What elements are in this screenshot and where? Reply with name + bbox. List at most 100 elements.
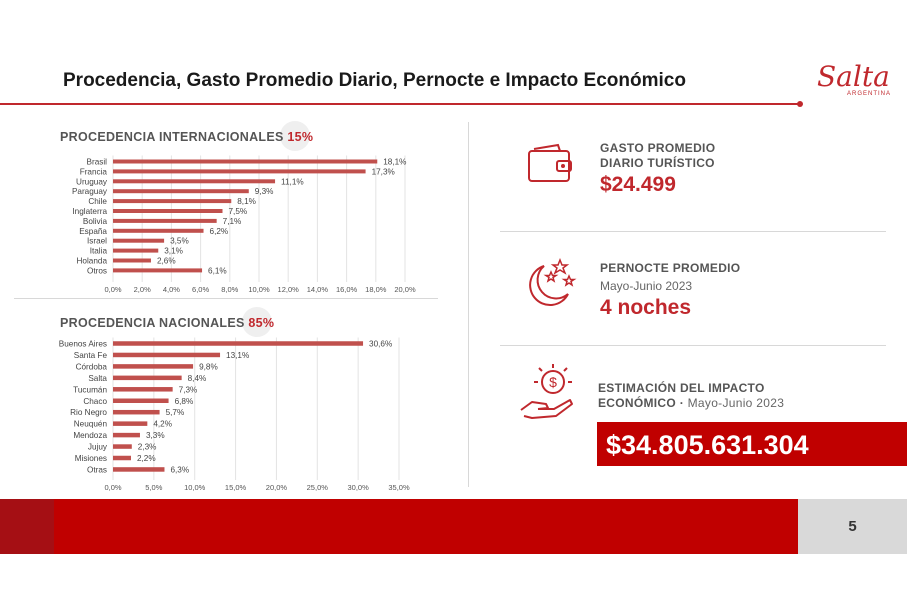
bar <box>113 455 131 461</box>
bar <box>113 341 364 346</box>
value-label: 9,8% <box>199 362 218 371</box>
vertical-divider <box>468 122 469 487</box>
x-tick-label: 25,0% <box>307 483 329 492</box>
footer-page-box: 5 <box>798 499 907 554</box>
category-label: Buenos Aires <box>59 340 107 349</box>
category-label: Córdoba <box>76 362 108 371</box>
category-label: Holanda <box>77 257 108 266</box>
bar <box>113 352 221 358</box>
pernocte-label: PERNOCTE PROMEDIO <box>600 261 741 275</box>
bar <box>113 169 366 174</box>
category-label: Bolivia <box>83 217 108 226</box>
value-label: 8,1% <box>237 197 256 206</box>
category-label: Salta <box>88 374 107 383</box>
left-section-divider <box>14 298 438 299</box>
value-label: 3,3% <box>146 431 165 440</box>
x-tick-label: 20,0% <box>266 483 288 492</box>
bar <box>113 364 194 369</box>
bar <box>113 421 148 426</box>
bar <box>113 218 217 223</box>
bar <box>113 199 232 204</box>
category-label: Otros <box>87 266 107 275</box>
value-label: 6,3% <box>170 465 189 474</box>
bar <box>113 179 276 184</box>
gasto-label-line2: DIARIO TURÍSTICO <box>600 156 715 170</box>
impacto-label-line1: ESTIMACIÓN DEL IMPACTO <box>598 381 765 395</box>
value-label: 17,3% <box>372 167 395 176</box>
bar <box>113 268 203 273</box>
x-tick-label: 20,0% <box>394 285 416 294</box>
moon-stars-icon <box>529 258 577 307</box>
value-label: 2,3% <box>138 443 157 452</box>
impacto-label: ESTIMACIÓN DEL IMPACTO ECONÓMICO · Mayo-… <box>598 381 784 411</box>
x-tick-label: 15,0% <box>225 483 247 492</box>
svg-text:$: $ <box>549 374 557 390</box>
bar <box>113 432 140 438</box>
category-label: Tucumán <box>73 385 107 394</box>
x-tick-label: 2,0% <box>134 285 151 294</box>
value-label: 2,2% <box>137 454 156 463</box>
national-pct-bubble <box>242 307 272 337</box>
value-label: 3,1% <box>164 247 183 256</box>
x-tick-label: 14,0% <box>307 285 329 294</box>
footer-dark-block <box>0 499 54 554</box>
bar <box>113 209 223 213</box>
value-label: 5,7% <box>166 408 185 417</box>
value-label: 3,5% <box>170 237 189 246</box>
x-tick-label: 6,0% <box>192 285 209 294</box>
x-tick-label: 35,0% <box>388 483 410 492</box>
impacto-value-box: $34.805.631.304 <box>597 422 907 466</box>
title-underline-dot <box>797 101 803 107</box>
bar <box>113 228 204 233</box>
value-label: 9,3% <box>255 187 274 196</box>
category-label: Santa Fe <box>74 351 108 360</box>
international-label: PROCEDENCIA INTERNACIONALES <box>60 130 284 144</box>
title-underline <box>0 103 800 105</box>
value-label: 6,2% <box>210 227 229 236</box>
kpi-divider-1 <box>500 231 886 232</box>
value-label: 30,6% <box>369 340 392 349</box>
bar <box>113 248 159 253</box>
national-bar-chart: 0,0% 5,0% 10,0% 15,0% 20,0% 25,0% 30,0% 35,0% Bu… <box>59 337 410 492</box>
salta-logo: Salta ARGENTINA <box>817 60 890 100</box>
category-label: Paraguay <box>72 187 108 196</box>
value-label: 7,5% <box>229 207 248 216</box>
bar <box>113 375 182 381</box>
wallet-icon <box>528 143 572 182</box>
national-section-title: PROCEDENCIA NACIONALES 85% <box>60 316 274 330</box>
x-tick-label: 0,0% <box>104 483 121 492</box>
x-tick-label: 10,0% <box>184 483 206 492</box>
gasto-label-line1: GASTO PROMEDIO <box>600 141 716 155</box>
value-label: 6,8% <box>175 397 194 406</box>
category-label: Francia <box>80 167 108 176</box>
x-tick-label: 10,0% <box>248 285 270 294</box>
international-section-title: PROCEDENCIA INTERNACIONALES 15% <box>60 130 313 144</box>
x-tick-label: 4,0% <box>163 285 180 294</box>
international-pct: 15% <box>287 130 314 144</box>
impacto-separator: · <box>679 396 684 410</box>
impacto-label-line2-wrap: ECONÓMICO · Mayo-Junio 2023 <box>598 396 784 411</box>
category-label: Rio Negro <box>70 408 107 417</box>
category-label: España <box>79 227 107 236</box>
bar <box>113 444 132 449</box>
value-label: 7,1% <box>223 217 242 226</box>
x-tick-label: 12,0% <box>278 285 300 294</box>
pernocte-value: 4 noches <box>600 296 692 319</box>
bar <box>113 398 169 403</box>
value-label: 13,1% <box>226 351 249 360</box>
bar <box>113 387 173 392</box>
value-label: 18,1% <box>383 158 406 167</box>
x-tick-label: 18,0% <box>365 285 387 294</box>
category-label: Brasil <box>87 158 108 167</box>
bar <box>113 238 165 243</box>
category-label: Misiones <box>75 454 107 463</box>
x-tick-label: 0,0% <box>104 285 121 294</box>
value-label: 4,2% <box>153 420 172 429</box>
value-label: 11,1% <box>281 177 304 186</box>
bar <box>113 189 249 194</box>
category-label: Neuquén <box>74 420 108 429</box>
value-label: 6,1% <box>208 266 227 275</box>
bar <box>113 409 160 415</box>
logo-subtext: ARGENTINA <box>847 91 892 97</box>
impacto-label-line2: ECONÓMICO <box>598 396 677 410</box>
